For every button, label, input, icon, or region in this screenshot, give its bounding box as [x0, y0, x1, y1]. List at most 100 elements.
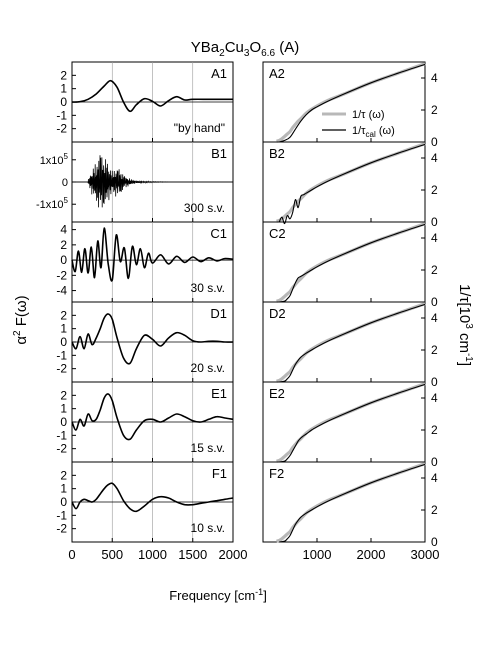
panel-label: C1 [210, 226, 227, 241]
y-tick-label: 0 [60, 415, 67, 429]
series-cal-e2 [279, 383, 426, 463]
y-tick-label: 2 [431, 183, 438, 197]
y-tick-label: 0 [431, 215, 438, 229]
x-tick-label-left: 1000 [138, 547, 167, 562]
legend-label-exp: 1/τ (ω) [352, 109, 385, 121]
y-tick-label: 2 [431, 103, 438, 117]
y-tick-label: 4 [431, 311, 438, 325]
panel-f2: 4 2 0 F2 [262, 461, 438, 549]
panel-frame [262, 141, 426, 223]
panel-label: C2 [269, 226, 286, 241]
panel-e2: 4 2 0 E2 [262, 381, 438, 469]
y-tick-label: -2 [56, 362, 67, 376]
legend-label-cal: 1/τcal (ω) [352, 125, 395, 139]
x-tick-label-left: 2000 [219, 547, 248, 562]
series-line-e1 [71, 393, 234, 441]
series-cal-f2 [279, 463, 426, 543]
panel-note: 10 s.v. [191, 521, 225, 535]
y-tick-label: -1 [56, 508, 67, 522]
y-tick-label: 2 [60, 238, 67, 252]
y-tick-label: -4 [56, 284, 67, 298]
y-tick-label: 1 [60, 402, 67, 416]
y-tick-label: -2 [56, 122, 67, 136]
y-tick-label: 2 [60, 68, 67, 82]
x-tick-label-left: 0 [68, 547, 75, 562]
left-y-axis-label: α2 F(ω) [12, 295, 30, 344]
x-tick-label-right: 1000 [303, 547, 332, 562]
y-tick-label: 0 [60, 253, 67, 267]
y-tick-label: 0 [60, 335, 67, 349]
series-cal-c2 [279, 223, 426, 303]
x-tick-label-left: 1500 [178, 547, 207, 562]
y-tick-label: 0 [60, 95, 67, 109]
panel-label: B1 [211, 146, 227, 161]
panel-a2: 4 2 0 A2 [262, 61, 438, 149]
panel-label: D1 [210, 306, 227, 321]
series-exp-e2 [276, 382, 426, 463]
y-tick-label: 2 [431, 503, 438, 517]
y-tick-label: 4 [431, 391, 438, 405]
y-tick-label: 0 [431, 535, 438, 549]
figure-title: YBa2Cu3O6.6 (A) [191, 39, 299, 59]
series-exp-c2 [276, 222, 426, 303]
y-tick-label: -1 [56, 108, 67, 122]
panel-f1: 210-1-2 F1 10 s.v. [56, 461, 234, 543]
y-tick-label: 0 [431, 135, 438, 149]
y-tick-label: -1x105 [36, 196, 69, 211]
panel-note: 15 s.v. [191, 441, 225, 455]
y-tick-label: 1 [60, 482, 67, 496]
panel-label: A1 [211, 66, 227, 81]
y-tick-label: 0 [60, 495, 67, 509]
panel-note: 300 s.v. [184, 201, 225, 215]
x-tick-label-right: 3000 [411, 547, 440, 562]
series-line-c1 [71, 227, 234, 282]
series-exp-f2 [276, 462, 426, 543]
panel-d1: 210-1-2 D1 20 s.v. [56, 301, 234, 383]
y-tick-label: 4 [431, 71, 438, 85]
panel-note: "by hand" [174, 121, 225, 135]
panel-note: 30 s.v. [191, 281, 225, 295]
panel-label: E2 [269, 386, 285, 401]
y-tick-label: 1 [60, 322, 67, 336]
y-tick-label: 0 [62, 177, 68, 189]
y-tick-label: 4 [431, 151, 438, 165]
panel-b2: 4 2 0 B2 [262, 141, 438, 229]
y-tick-label: 2 [431, 343, 438, 357]
panel-a1: 210-1-2 A1 "by hand" [56, 61, 234, 143]
series-line-d1 [71, 313, 234, 365]
y-tick-label: -2 [56, 268, 67, 282]
series-cal-b2 [278, 143, 426, 225]
y-tick-label: 4 [431, 471, 438, 485]
panel-label: A2 [269, 66, 285, 81]
y-tick-label: 0 [431, 455, 438, 469]
panel-note: 20 s.v. [191, 361, 225, 375]
x-tick-label-left: 500 [101, 547, 123, 562]
y-tick-label: 1x105 [40, 152, 69, 167]
panel-label: B2 [269, 146, 285, 161]
panel-label: F1 [212, 466, 227, 481]
x-tick-label-right: 2000 [357, 547, 386, 562]
panel-label: D2 [269, 306, 286, 321]
series-cal-d2 [279, 303, 426, 383]
y-tick-label: 2 [431, 423, 438, 437]
x-axis-label: Frequency [cm-1] [169, 587, 267, 603]
legend: 1/τ (ω) 1/τcal (ω) [322, 109, 395, 139]
panel-frame [262, 301, 426, 383]
y-tick-label: -1 [56, 348, 67, 362]
y-tick-label: -2 [56, 522, 67, 536]
series-exp-b2 [276, 142, 426, 223]
y-tick-label: 2 [431, 263, 438, 277]
panel-c2: 4 2 0 C2 [262, 221, 438, 309]
panel-c1: 420-2 -4 C1 30 s.v. [56, 221, 234, 303]
right-y-axis-label: 1/τ[103 cm-1] [456, 284, 474, 366]
series-line-f1 [71, 482, 234, 513]
panel-frame [262, 381, 426, 463]
panel-frame [262, 461, 426, 543]
y-tick-label: 4 [60, 223, 67, 237]
y-tick-label: -1 [56, 428, 67, 442]
panel-e1: 210-1-2 E1 15 s.v. [56, 381, 234, 463]
y-tick-label: 0 [431, 375, 438, 389]
